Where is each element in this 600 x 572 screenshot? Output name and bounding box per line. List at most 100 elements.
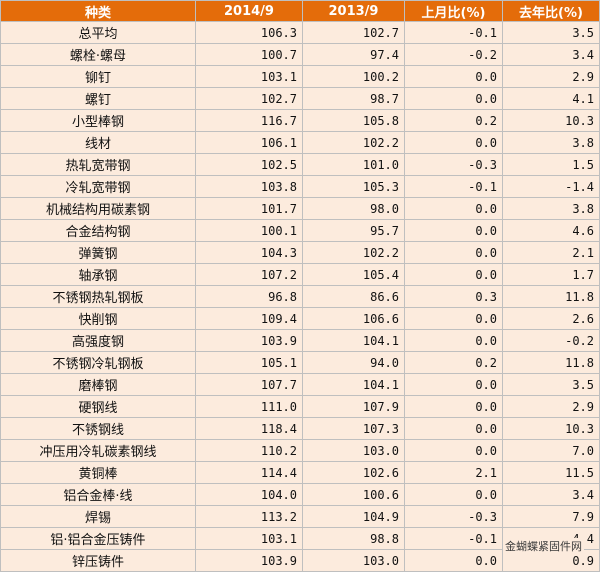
cell-2013-9: 101.0 bbox=[302, 153, 405, 176]
cell-category: 合金结构钢 bbox=[0, 219, 196, 242]
cell-category: 轴承钢 bbox=[0, 263, 196, 286]
table-row: 冷轧宽带钢 103.8 105.3 -0.1 -1.4 bbox=[0, 175, 600, 198]
header-2014-9: 2014/9 bbox=[195, 0, 303, 22]
cell-2014-9: 118.4 bbox=[195, 417, 303, 440]
cell-mom: -0.3 bbox=[404, 505, 503, 528]
cell-yoy: 1.5 bbox=[502, 153, 600, 176]
header-yoy: 去年比(%) bbox=[502, 0, 600, 22]
cell-2014-9: 111.0 bbox=[195, 395, 303, 418]
cell-yoy: 3.5 bbox=[502, 373, 600, 396]
cell-2014-9: 116.7 bbox=[195, 109, 303, 132]
cell-yoy: 11.8 bbox=[502, 285, 600, 308]
cell-yoy: -1.4 bbox=[502, 175, 600, 198]
table-row: 机械结构用碳素钢 101.7 98.0 0.0 3.8 bbox=[0, 197, 600, 220]
cell-2014-9: 104.0 bbox=[195, 483, 303, 506]
cell-2014-9: 100.1 bbox=[195, 219, 303, 242]
cell-category: 小型棒钢 bbox=[0, 109, 196, 132]
table-row: 磨棒钢 107.7 104.1 0.0 3.5 bbox=[0, 373, 600, 396]
cell-yoy: -0.2 bbox=[502, 329, 600, 352]
cell-mom: 0.0 bbox=[404, 131, 503, 154]
cell-2013-9: 102.7 bbox=[302, 21, 405, 44]
cell-mom: 0.0 bbox=[404, 483, 503, 506]
cell-2013-9: 94.0 bbox=[302, 351, 405, 374]
cell-category: 不锈钢热轧钢板 bbox=[0, 285, 196, 308]
cell-2013-9: 102.2 bbox=[302, 131, 405, 154]
cell-yoy: 4.1 bbox=[502, 87, 600, 110]
table-row: 轴承钢 107.2 105.4 0.0 1.7 bbox=[0, 263, 600, 286]
cell-mom: 2.1 bbox=[404, 461, 503, 484]
cell-mom: -0.1 bbox=[404, 21, 503, 44]
table-row: 不锈钢线 118.4 107.3 0.0 10.3 bbox=[0, 417, 600, 440]
cell-mom: 0.0 bbox=[404, 395, 503, 418]
cell-2013-9: 97.4 bbox=[302, 43, 405, 66]
cell-2014-9: 107.2 bbox=[195, 263, 303, 286]
table-row: 快削钢 109.4 106.6 0.0 2.6 bbox=[0, 307, 600, 330]
cell-yoy: 11.8 bbox=[502, 351, 600, 374]
table-row: 高强度钢 103.9 104.1 0.0 -0.2 bbox=[0, 329, 600, 352]
cell-2014-9: 114.4 bbox=[195, 461, 303, 484]
cell-mom: 0.2 bbox=[404, 109, 503, 132]
cell-2013-9: 98.0 bbox=[302, 197, 405, 220]
cell-2013-9: 106.6 bbox=[302, 307, 405, 330]
cell-2014-9: 107.7 bbox=[195, 373, 303, 396]
table-row: 螺钉 102.7 98.7 0.0 4.1 bbox=[0, 87, 600, 110]
cell-category: 弹簧钢 bbox=[0, 241, 196, 264]
cell-2014-9: 103.1 bbox=[195, 65, 303, 88]
cell-category: 冲压用冷轧碳素钢线 bbox=[0, 439, 196, 462]
cell-category: 铆钉 bbox=[0, 65, 196, 88]
cell-yoy: 10.3 bbox=[502, 417, 600, 440]
cell-category: 焊锡 bbox=[0, 505, 196, 528]
cell-yoy: 3.8 bbox=[502, 131, 600, 154]
cell-category: 线材 bbox=[0, 131, 196, 154]
cell-mom: 0.0 bbox=[404, 219, 503, 242]
cell-category: 不锈钢线 bbox=[0, 417, 196, 440]
cell-2014-9: 105.1 bbox=[195, 351, 303, 374]
cell-mom: 0.0 bbox=[404, 439, 503, 462]
cell-mom: 0.0 bbox=[404, 263, 503, 286]
cell-2014-9: 110.2 bbox=[195, 439, 303, 462]
cell-2013-9: 105.8 bbox=[302, 109, 405, 132]
cell-mom: -0.1 bbox=[404, 175, 503, 198]
table-row: 焊锡 113.2 104.9 -0.3 7.9 bbox=[0, 505, 600, 528]
cell-2013-9: 105.4 bbox=[302, 263, 405, 286]
table-row: 黄铜棒 114.4 102.6 2.1 11.5 bbox=[0, 461, 600, 484]
cell-2014-9: 104.3 bbox=[195, 241, 303, 264]
cell-mom: 0.0 bbox=[404, 65, 503, 88]
cell-2014-9: 101.7 bbox=[195, 197, 303, 220]
cell-2014-9: 113.2 bbox=[195, 505, 303, 528]
cell-category: 螺钉 bbox=[0, 87, 196, 110]
cell-mom: 0.3 bbox=[404, 285, 503, 308]
cell-category: 不锈钢冷轧钢板 bbox=[0, 351, 196, 374]
cell-yoy: 11.5 bbox=[502, 461, 600, 484]
cell-2013-9: 103.0 bbox=[302, 439, 405, 462]
table-row: 弹簧钢 104.3 102.2 0.0 2.1 bbox=[0, 241, 600, 264]
cell-yoy: 10.3 bbox=[502, 109, 600, 132]
cell-2013-9: 104.9 bbox=[302, 505, 405, 528]
cell-yoy: 7.9 bbox=[502, 505, 600, 528]
table-row: 螺栓·螺母 100.7 97.4 -0.2 3.4 bbox=[0, 43, 600, 66]
cell-2013-9: 98.8 bbox=[302, 527, 405, 550]
cell-2013-9: 100.2 bbox=[302, 65, 405, 88]
cell-category: 黄铜棒 bbox=[0, 461, 196, 484]
cell-yoy: 4.6 bbox=[502, 219, 600, 242]
cell-category: 螺栓·螺母 bbox=[0, 43, 196, 66]
cell-2013-9: 100.6 bbox=[302, 483, 405, 506]
table-body: 总平均 106.3 102.7 -0.1 3.5 螺栓·螺母 100.7 97.4 -0.2 3.… bbox=[0, 21, 600, 572]
cell-2013-9: 98.7 bbox=[302, 87, 405, 110]
cell-mom: -0.1 bbox=[404, 527, 503, 550]
cell-2014-9: 96.8 bbox=[195, 285, 303, 308]
table-row: 硬钢线 111.0 107.9 0.0 2.9 bbox=[0, 395, 600, 418]
cell-yoy: 3.5 bbox=[502, 21, 600, 44]
cell-yoy: 2.1 bbox=[502, 241, 600, 264]
cell-mom: 0.0 bbox=[404, 549, 503, 572]
cell-mom: 0.0 bbox=[404, 329, 503, 352]
cell-category: 热轧宽带钢 bbox=[0, 153, 196, 176]
cell-2013-9: 102.6 bbox=[302, 461, 405, 484]
cell-category: 高强度钢 bbox=[0, 329, 196, 352]
cell-mom: 0.0 bbox=[404, 197, 503, 220]
cell-category: 磨棒钢 bbox=[0, 373, 196, 396]
cell-category: 总平均 bbox=[0, 21, 196, 44]
cell-2014-9: 103.9 bbox=[195, 549, 303, 572]
